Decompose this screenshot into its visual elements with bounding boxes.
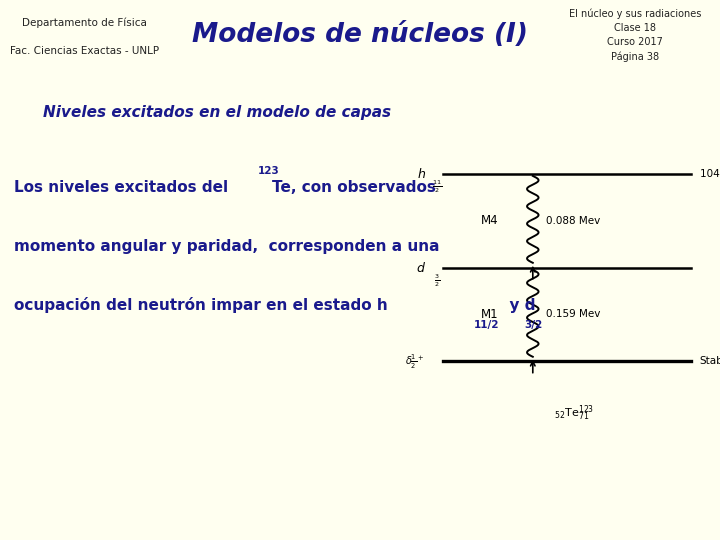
Text: 3/2: 3/2 — [524, 320, 542, 329]
Text: 104 day: 104 day — [700, 168, 720, 179]
Text: El núcleo y sus radiaciones
Clase 18
Curso 2017
Página 38: El núcleo y sus radiaciones Clase 18 Cur… — [570, 9, 701, 62]
Text: 123: 123 — [258, 166, 279, 177]
Text: Niveles excitados en el modelo de capas: Niveles excitados en el modelo de capas — [43, 105, 392, 120]
Text: $\mathit{\delta}\frac{1}{2}^+$: $\mathit{\delta}\frac{1}{2}^+$ — [405, 353, 425, 370]
Text: $d$: $d$ — [416, 260, 426, 274]
Text: 0.088 Mev: 0.088 Mev — [546, 215, 600, 226]
Text: Modelos de núcleos (I): Modelos de núcleos (I) — [192, 22, 528, 48]
Text: M4: M4 — [481, 214, 498, 227]
Text: 0.159 Mev: 0.159 Mev — [546, 309, 600, 320]
Text: y d: y d — [499, 298, 536, 313]
Text: $\mathdefault{\frac{11}{2}}$: $\mathdefault{\frac{11}{2}}$ — [432, 178, 442, 195]
Text: Los niveles excitados del: Los niveles excitados del — [14, 180, 234, 195]
Text: M1: M1 — [481, 308, 498, 321]
Text: $_{52}$Te$^{123}_{71}$: $_{52}$Te$^{123}_{71}$ — [554, 403, 594, 423]
Text: Departamento de Física: Departamento de Física — [22, 17, 147, 28]
Text: momento angular y paridad,  corresponden a una: momento angular y paridad, corresponden … — [14, 239, 440, 254]
Text: $\mathdefault{\frac{3}{2}}$: $\mathdefault{\frac{3}{2}}$ — [434, 272, 440, 289]
Text: ocupación del neutrón impar en el estado h: ocupación del neutrón impar en el estado… — [14, 297, 388, 313]
Text: Fac. Ciencias Exactas - UNLP: Fac. Ciencias Exactas - UNLP — [10, 45, 159, 56]
Text: Te, con observados: Te, con observados — [272, 180, 436, 195]
Text: $h$: $h$ — [417, 166, 426, 180]
Text: Stable: Stable — [700, 356, 720, 367]
Text: 11/2: 11/2 — [474, 320, 499, 329]
